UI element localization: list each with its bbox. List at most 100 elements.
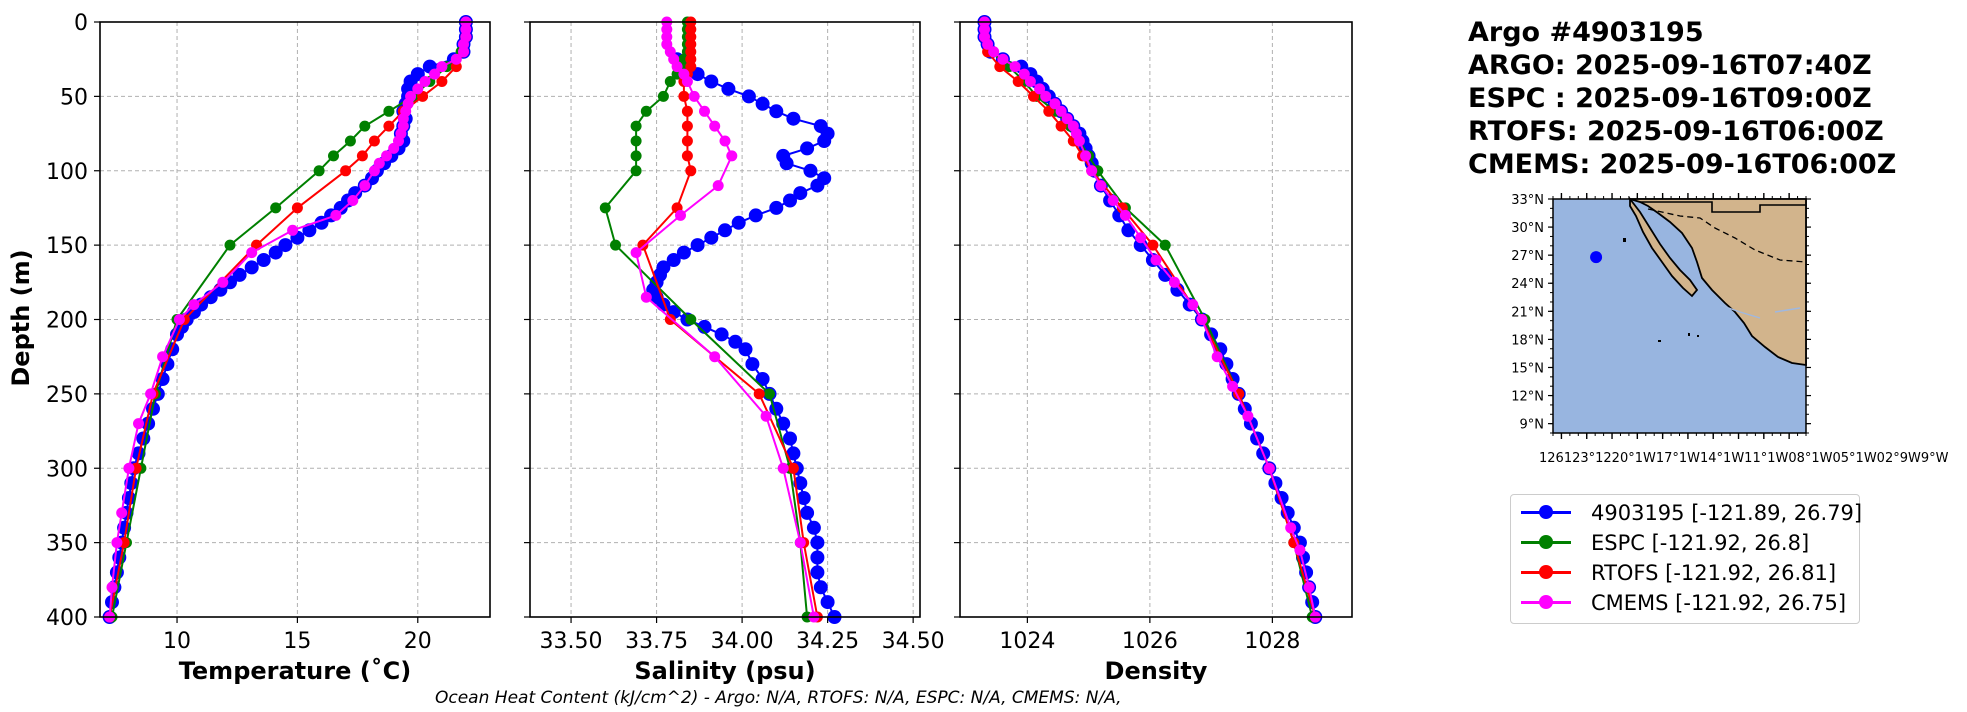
data-point-rtofs bbox=[681, 120, 693, 132]
data-point-cmems bbox=[347, 195, 359, 206]
data-point-4903195 bbox=[1158, 267, 1173, 282]
data-point-rtofs bbox=[368, 135, 380, 147]
data-point-4903195 bbox=[268, 245, 283, 260]
map-lat-label: 27°N bbox=[1511, 249, 1544, 264]
map-lat-label: 30°N bbox=[1511, 221, 1544, 236]
map-island bbox=[1688, 333, 1690, 336]
x-axis-label: Temperature (˚C) bbox=[179, 657, 412, 685]
data-point-espc bbox=[270, 202, 282, 214]
data-point-4903195 bbox=[786, 111, 801, 126]
data-point-cmems bbox=[116, 507, 128, 519]
data-point-4903195 bbox=[817, 134, 832, 148]
x-tick-label: 15 bbox=[283, 629, 311, 654]
data-point-4903195 bbox=[741, 89, 756, 104]
data-point-cmems bbox=[368, 165, 380, 177]
data-point-4903195 bbox=[256, 253, 271, 267]
data-point-cmems bbox=[1080, 150, 1092, 162]
data-point-cmems bbox=[1242, 410, 1254, 422]
legend-item: ESPC [-121.92, 26.8] bbox=[1519, 529, 1859, 557]
data-point-4903195 bbox=[731, 215, 746, 230]
y-tick-label: 350 bbox=[46, 532, 88, 557]
data-point-cmems bbox=[1263, 462, 1275, 474]
data-point-4903195 bbox=[718, 223, 732, 238]
data-point-cmems bbox=[709, 351, 721, 363]
data-point-4903195 bbox=[810, 178, 825, 193]
map-land bbox=[1629, 198, 1807, 367]
y-tick-label: 250 bbox=[46, 383, 88, 408]
data-point-4903195 bbox=[676, 245, 691, 260]
data-point-cmems bbox=[412, 83, 424, 95]
y-tick-label: 400 bbox=[46, 606, 88, 631]
data-point-cmems bbox=[450, 53, 462, 65]
data-point-espc bbox=[630, 150, 642, 162]
data-point-cmems bbox=[388, 142, 400, 154]
data-point-cmems bbox=[287, 224, 299, 236]
x-tick-label: 33.75 bbox=[625, 629, 688, 654]
data-point-cmems bbox=[429, 68, 441, 80]
data-point-espc bbox=[224, 239, 236, 251]
data-point-cmems bbox=[1061, 113, 1073, 125]
data-point-cmems bbox=[1107, 195, 1119, 206]
data-point-4903195 bbox=[810, 550, 825, 565]
map-lat-label: 18°N bbox=[1511, 333, 1544, 348]
data-point-cmems bbox=[1018, 68, 1030, 80]
data-point-rtofs bbox=[678, 90, 690, 102]
legend-marker bbox=[1539, 505, 1553, 519]
map-lat-label: 15°N bbox=[1511, 361, 1544, 376]
map-baja bbox=[1629, 196, 1699, 298]
data-point-4903195 bbox=[278, 238, 293, 253]
data-point-4903195 bbox=[728, 334, 743, 349]
data-point-espc bbox=[328, 150, 339, 162]
data-point-espc bbox=[664, 76, 676, 87]
map-border-north bbox=[1640, 201, 1806, 213]
legend-item: RTOFS [-121.92, 26.81] bbox=[1519, 559, 1859, 587]
data-point-cmems bbox=[1196, 314, 1208, 325]
y-tick-label: 100 bbox=[46, 160, 88, 185]
data-point-4903195 bbox=[738, 342, 753, 357]
data-point-espc bbox=[685, 314, 697, 325]
data-point-rtofs bbox=[1043, 105, 1055, 117]
data-point-cmems bbox=[1119, 209, 1131, 221]
data-point-cmems bbox=[712, 180, 724, 192]
data-point-cmems bbox=[675, 209, 686, 221]
info-title: Argo #4903195 ARGO: 2025-09-16T07:40Z ES… bbox=[1468, 16, 1896, 181]
data-point-cmems bbox=[997, 53, 1009, 65]
data-point-rtofs bbox=[291, 202, 303, 214]
cmems-time: CMEMS: 2025-09-16T06:00Z bbox=[1468, 149, 1897, 180]
data-point-cmems bbox=[123, 462, 135, 474]
data-point-rtofs bbox=[383, 120, 395, 132]
data-point-cmems bbox=[173, 314, 185, 325]
data-point-espc bbox=[630, 135, 642, 147]
data-point-4903195 bbox=[810, 535, 825, 550]
data-point-4903195 bbox=[714, 327, 729, 342]
y-tick-label: 200 bbox=[46, 309, 88, 334]
map-lon-labels: 126123°1220°1W17°1W14°1W11°1W08°1W05°1W0… bbox=[1539, 451, 1949, 466]
map-lat-label: 9°N bbox=[1520, 418, 1545, 433]
data-point-4903195 bbox=[704, 74, 719, 89]
data-point-4903195 bbox=[796, 491, 811, 505]
map-lat-label: 33°N bbox=[1511, 193, 1544, 208]
x-tick-label: 34.00 bbox=[711, 629, 774, 654]
legend-item: 4903195 [-121.89, 26.79] bbox=[1519, 499, 1862, 527]
data-point-cmems bbox=[330, 209, 342, 221]
data-point-espc bbox=[657, 90, 669, 102]
map-lat-label: 21°N bbox=[1511, 305, 1544, 320]
data-point-cmems bbox=[1303, 581, 1315, 593]
data-point-4903195 bbox=[776, 416, 791, 431]
data-point-espc bbox=[630, 165, 642, 177]
data-point-cmems bbox=[1049, 98, 1061, 110]
y-tick-label: 50 bbox=[60, 85, 88, 110]
data-point-cmems bbox=[106, 581, 118, 593]
data-point-cmems bbox=[1211, 351, 1223, 363]
x-tick-label: 33.50 bbox=[540, 629, 603, 654]
map-island bbox=[1623, 238, 1626, 242]
data-point-cmems bbox=[381, 150, 392, 162]
data-point-cmems bbox=[1024, 76, 1036, 87]
data-point-espc bbox=[313, 165, 325, 177]
data-point-4903195 bbox=[748, 208, 763, 223]
map-border bbox=[1647, 208, 1807, 263]
legend-label: CMEMS [-121.92, 26.75] bbox=[1591, 591, 1847, 615]
data-point-cmems bbox=[1227, 380, 1239, 392]
data-point-4903195 bbox=[783, 431, 797, 446]
